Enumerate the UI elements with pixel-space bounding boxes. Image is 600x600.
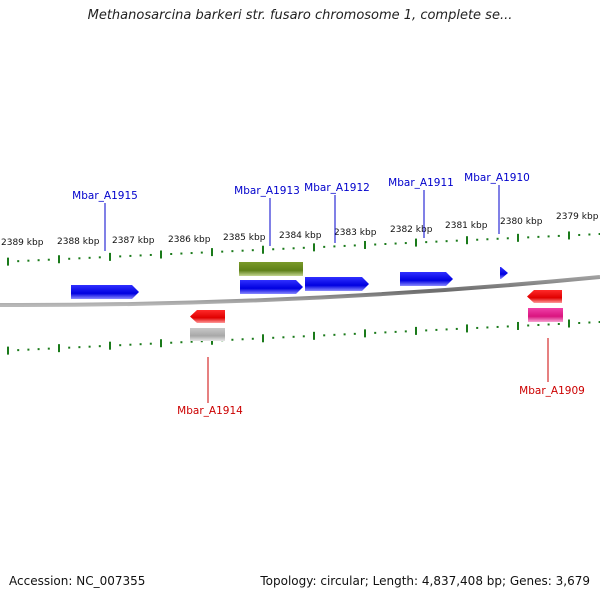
- gene-label[interactable]: Mbar_A1912: [304, 182, 370, 194]
- scale-label: 2379 kbp: [556, 212, 599, 222]
- feature-box-gray[interactable]: [190, 328, 225, 341]
- scale-label: 2386 kbp: [168, 235, 211, 245]
- chromosome-backbone: [0, 275, 600, 308]
- gene-label[interactable]: Mbar_A1914: [177, 405, 243, 417]
- gene-label[interactable]: Mbar_A1915: [72, 190, 138, 202]
- topology-summary: Topology: circular; Length: 4,837,408 bp…: [260, 574, 590, 588]
- map-title: Methanosarcina barkeri str. fusaro chrom…: [87, 8, 513, 23]
- gene-arrow-mbar-a1909[interactable]: [527, 290, 562, 303]
- gene-labels: Mbar_A1915 Mbar_A1913 Mbar_A1912 Mbar_A1911…: [72, 172, 585, 417]
- gene-arrow-mbar-a1911[interactable]: [400, 272, 453, 286]
- gene-label[interactable]: Mbar_A1911: [388, 177, 454, 189]
- feature-shapes: [71, 262, 563, 341]
- scale-label: 2383 kbp: [334, 228, 377, 238]
- gene-label[interactable]: Mbar_A1909: [519, 385, 585, 397]
- scale-label: 2388 kbp: [57, 237, 100, 247]
- inner-scale-ticks: [7, 319, 600, 355]
- scale-label: 2387 kbp: [112, 236, 155, 246]
- scale-label: 2382 kbp: [390, 225, 433, 235]
- feature-box-olive[interactable]: [239, 262, 303, 276]
- scale-label: 2380 kbp: [500, 217, 543, 227]
- gene-arrow-mbar-a1915[interactable]: [71, 285, 139, 299]
- gene-label[interactable]: Mbar_A1913: [234, 185, 300, 197]
- scale-label: 2385 kbp: [223, 233, 266, 243]
- gene-arrow-mbar-a1912[interactable]: [305, 277, 369, 291]
- feature-box-pink[interactable]: [528, 308, 563, 322]
- scale-label: 2384 kbp: [279, 231, 322, 241]
- scale-label: 2389 kbp: [1, 238, 44, 248]
- scale-labels: 2389 kbp 2388 kbp 2387 kbp 2386 kbp 2385 kbp…: [1, 212, 599, 248]
- gene-label[interactable]: Mbar_A1910: [464, 172, 530, 184]
- gene-arrow-mbar-a1913[interactable]: [240, 280, 303, 294]
- gene-arrow-mbar-a1914[interactable]: [190, 310, 225, 323]
- accession-text: Accession: NC_007355: [9, 574, 146, 588]
- gene-arrow-mbar-a1910[interactable]: [500, 267, 508, 279]
- scale-label: 2381 kbp: [445, 221, 488, 231]
